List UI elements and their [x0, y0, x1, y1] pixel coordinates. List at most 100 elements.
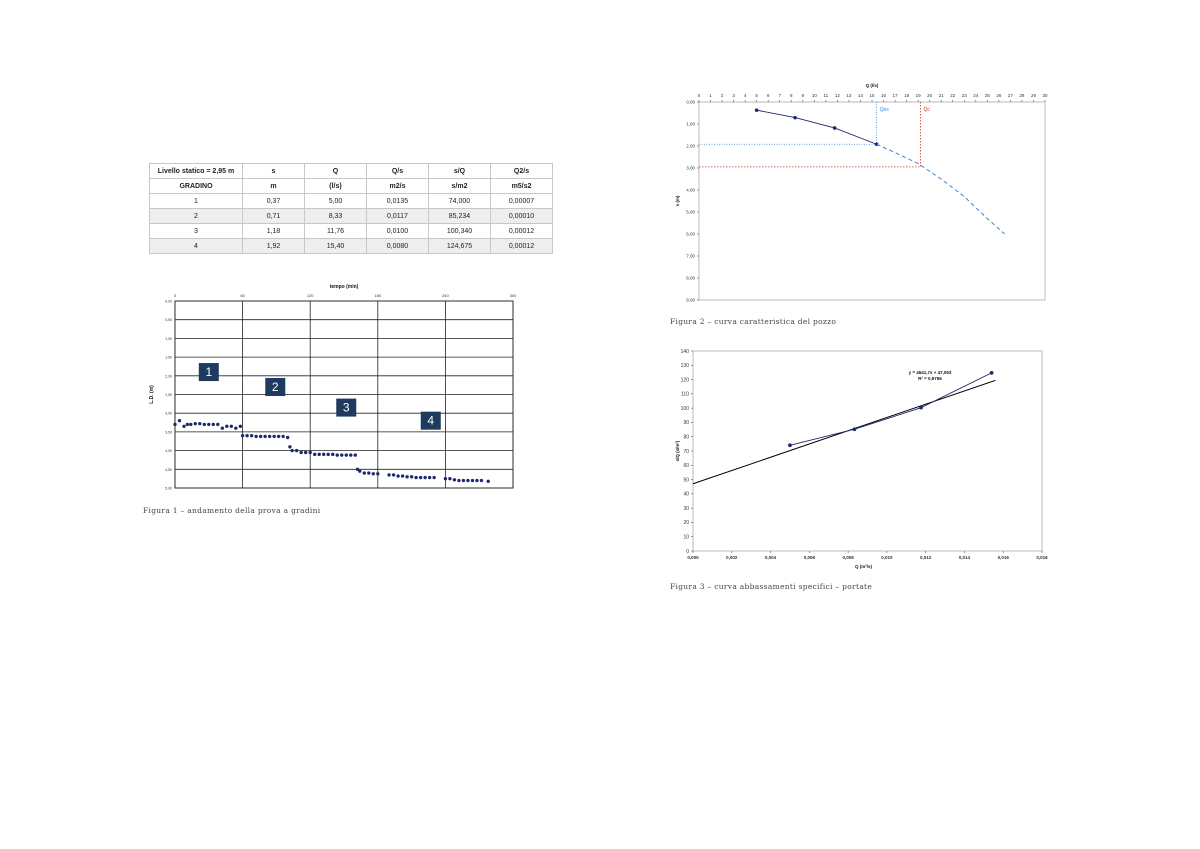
- trend-equation: y = 4641,7x + 47,053: [909, 370, 952, 375]
- data-point: [358, 469, 362, 473]
- data-point: [308, 450, 312, 455]
- y-tick-label: 110: [681, 392, 689, 398]
- y-tick-label: 80: [683, 435, 689, 441]
- x-tick-label: 0,018: [1036, 555, 1048, 560]
- data-point: [249, 433, 254, 438]
- x-tick-label: 0: [698, 93, 701, 98]
- table-cell: GRADINO: [149, 178, 243, 194]
- y-axis-label: s/Q (s/m²): [675, 440, 680, 461]
- data-point: [409, 475, 414, 479]
- x-tick-label: 18: [904, 93, 910, 98]
- table-cell: s/Q: [428, 163, 491, 179]
- x-tick-label: 26: [996, 93, 1002, 98]
- x-tick-label: 2: [721, 93, 724, 98]
- table-cell: 1: [149, 193, 243, 209]
- table-cell: 15,40: [304, 238, 367, 254]
- data-point: [285, 435, 290, 440]
- table-cell: s: [242, 163, 305, 179]
- data-point: [405, 475, 409, 479]
- table-cell: Q/s: [366, 163, 429, 179]
- data-point: [202, 422, 206, 427]
- table-cell: 0,0135: [366, 193, 429, 209]
- data-point: [414, 475, 418, 480]
- data-point: [317, 452, 321, 457]
- trend-r2: R² = 0,9756: [918, 376, 942, 381]
- y-tick-label: 90: [683, 420, 689, 426]
- data-point: [281, 434, 285, 439]
- x-tick-label: 1: [709, 93, 712, 98]
- figure-2-caption: Figura 2 – curva caratteristica del pozz…: [670, 317, 837, 326]
- x-tick-label: 60: [240, 293, 245, 298]
- x-tick-label: 15: [869, 93, 875, 98]
- x-axis-label: tempo (min): [330, 284, 359, 290]
- x-tick-label: 28: [1019, 93, 1025, 98]
- y-tick-label: 140: [681, 349, 690, 355]
- table-cell: 11,76: [304, 223, 367, 239]
- extrapolation-line: [876, 143, 1005, 235]
- data-point: [391, 473, 396, 477]
- data-point: [874, 142, 879, 147]
- data-point: [173, 422, 177, 427]
- plot-frame: [174, 300, 514, 489]
- y-tick-label: 10: [683, 535, 689, 541]
- x-tick-label: 240: [442, 293, 449, 298]
- x-tick-label: 21: [939, 93, 945, 98]
- table-cell: 0,00012: [490, 238, 553, 254]
- y-tick-label: 20: [683, 520, 689, 526]
- table-cell: Q: [304, 163, 367, 179]
- step-label-box: [336, 398, 357, 417]
- table-cell: 85,234: [428, 208, 491, 224]
- y-tick-label: 6,00: [686, 232, 695, 237]
- x-tick-label: 0,004: [765, 555, 777, 560]
- x-tick-label: 0,008: [842, 555, 854, 560]
- table-header-row: Livello statico = 2,95 m s Q Q/s s/Q Q2/s: [149, 163, 553, 179]
- table-cell: (l/s): [304, 178, 367, 194]
- data-point: [272, 434, 276, 439]
- step-label-box: [420, 411, 441, 430]
- plot-frame: [698, 101, 1046, 301]
- data-point: [193, 421, 197, 426]
- table-cell: Livello statico = 2,95 m: [149, 163, 243, 179]
- table-units-row: GRADINO m (l/s) m2/s s/m2 m5/s2: [149, 178, 553, 194]
- data-point: [331, 452, 335, 457]
- data-point: [313, 452, 317, 457]
- data-point: [479, 478, 484, 483]
- data-point: [371, 472, 375, 476]
- table-cell: 1,92: [242, 238, 305, 254]
- data-point: [754, 108, 759, 112]
- data-point: [919, 405, 923, 410]
- data-point: [182, 424, 186, 428]
- plot-frame: [692, 350, 1043, 552]
- table-cell: m: [242, 178, 305, 194]
- y-tick-label: 3,00: [165, 412, 172, 416]
- y-axis-label: s (m): [675, 195, 680, 206]
- y-tick-label: 0,00: [165, 300, 172, 304]
- series-line: [789, 372, 992, 446]
- data-point: [852, 427, 857, 432]
- table-cell: 0,0100: [366, 223, 429, 239]
- x-tick-label: 6: [767, 93, 770, 98]
- x-tick-label: 12: [835, 93, 841, 98]
- y-tick-label: 3,00: [686, 166, 695, 171]
- data-point: [299, 450, 303, 455]
- table-cell: 0,00010: [490, 208, 553, 224]
- data-point: [263, 434, 267, 439]
- y-tick-label: 130: [681, 363, 690, 369]
- data-point: [470, 478, 475, 483]
- x-tick-label: 8: [790, 93, 793, 98]
- x-tick-label: 10: [812, 93, 818, 98]
- table-row: 1 0,37 5,00 0,0135 74,000 0,00007: [149, 193, 553, 209]
- y-tick-label: 30: [683, 506, 689, 512]
- y-tick-label: 40: [683, 492, 689, 498]
- data-point: [376, 472, 380, 476]
- table-cell: 0,0080: [366, 238, 429, 254]
- series-line: [756, 109, 877, 145]
- y-tick-label: 5,00: [165, 487, 172, 491]
- data-point: [245, 433, 249, 438]
- table-cell: 3: [149, 223, 243, 239]
- x-tick-label: 14: [858, 93, 864, 98]
- x-tick-label: 7: [778, 93, 781, 98]
- table-cell: Q2/s: [490, 163, 553, 179]
- data-point: [254, 434, 258, 439]
